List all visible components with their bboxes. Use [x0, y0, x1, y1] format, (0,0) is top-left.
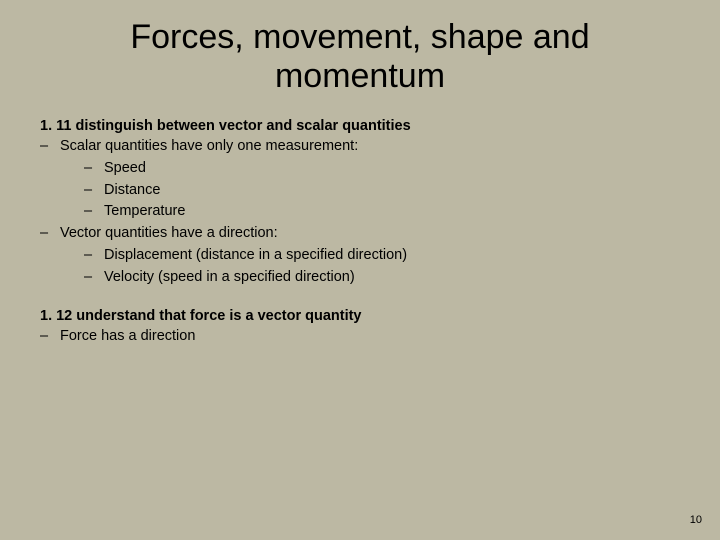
slide-title: Forces, movement, shape and momentum [40, 18, 680, 96]
section-1-item-2: Vector quantities have a direction: [40, 223, 680, 245]
section-1-sub-1b: Distance [40, 180, 680, 202]
page-number: 10 [690, 514, 702, 526]
section-1-sub-2b: Velocity (speed in a specified direction… [40, 267, 680, 289]
section-1-sub-1a: Speed [40, 158, 680, 180]
section-2-heading: 1. 12 understand that force is a vector … [40, 308, 680, 324]
section-1: 1. 11 distinguish between vector and sca… [40, 118, 680, 288]
slide-content: Forces, movement, shape and momentum 1. … [0, 0, 720, 348]
section-2: 1. 12 understand that force is a vector … [40, 308, 680, 348]
section-1-sub-1c: Temperature [40, 201, 680, 223]
section-1-item-1: Scalar quantities have only one measurem… [40, 136, 680, 158]
section-1-sub-2a: Displacement (distance in a specified di… [40, 245, 680, 267]
section-2-item-1: Force has a direction [40, 326, 680, 348]
section-1-heading: 1. 11 distinguish between vector and sca… [40, 118, 680, 134]
